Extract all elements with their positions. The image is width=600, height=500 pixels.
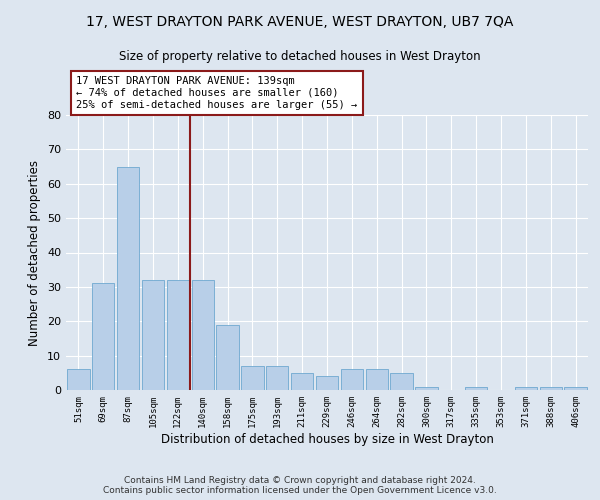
Bar	[67, 370, 89, 390]
X-axis label: Distribution of detached houses by size in West Drayton: Distribution of detached houses by size …	[161, 432, 493, 446]
Bar	[515, 386, 537, 390]
Bar	[465, 386, 487, 390]
Bar	[266, 366, 289, 390]
Text: 17, WEST DRAYTON PARK AVENUE, WEST DRAYTON, UB7 7QA: 17, WEST DRAYTON PARK AVENUE, WEST DRAYT…	[86, 15, 514, 29]
Bar	[92, 284, 115, 390]
Bar	[365, 370, 388, 390]
Bar	[142, 280, 164, 390]
Bar	[565, 386, 587, 390]
Y-axis label: Number of detached properties: Number of detached properties	[28, 160, 41, 346]
Bar	[241, 366, 263, 390]
Bar	[191, 280, 214, 390]
Text: Contains HM Land Registry data © Crown copyright and database right 2024.
Contai: Contains HM Land Registry data © Crown c…	[103, 476, 497, 495]
Bar	[316, 376, 338, 390]
Bar	[291, 373, 313, 390]
Bar	[217, 324, 239, 390]
Bar	[391, 373, 413, 390]
Text: Size of property relative to detached houses in West Drayton: Size of property relative to detached ho…	[119, 50, 481, 63]
Bar	[167, 280, 189, 390]
Bar	[341, 370, 363, 390]
Text: 17 WEST DRAYTON PARK AVENUE: 139sqm
← 74% of detached houses are smaller (160)
2: 17 WEST DRAYTON PARK AVENUE: 139sqm ← 74…	[76, 76, 358, 110]
Bar	[415, 386, 437, 390]
Bar	[539, 386, 562, 390]
Bar	[117, 166, 139, 390]
